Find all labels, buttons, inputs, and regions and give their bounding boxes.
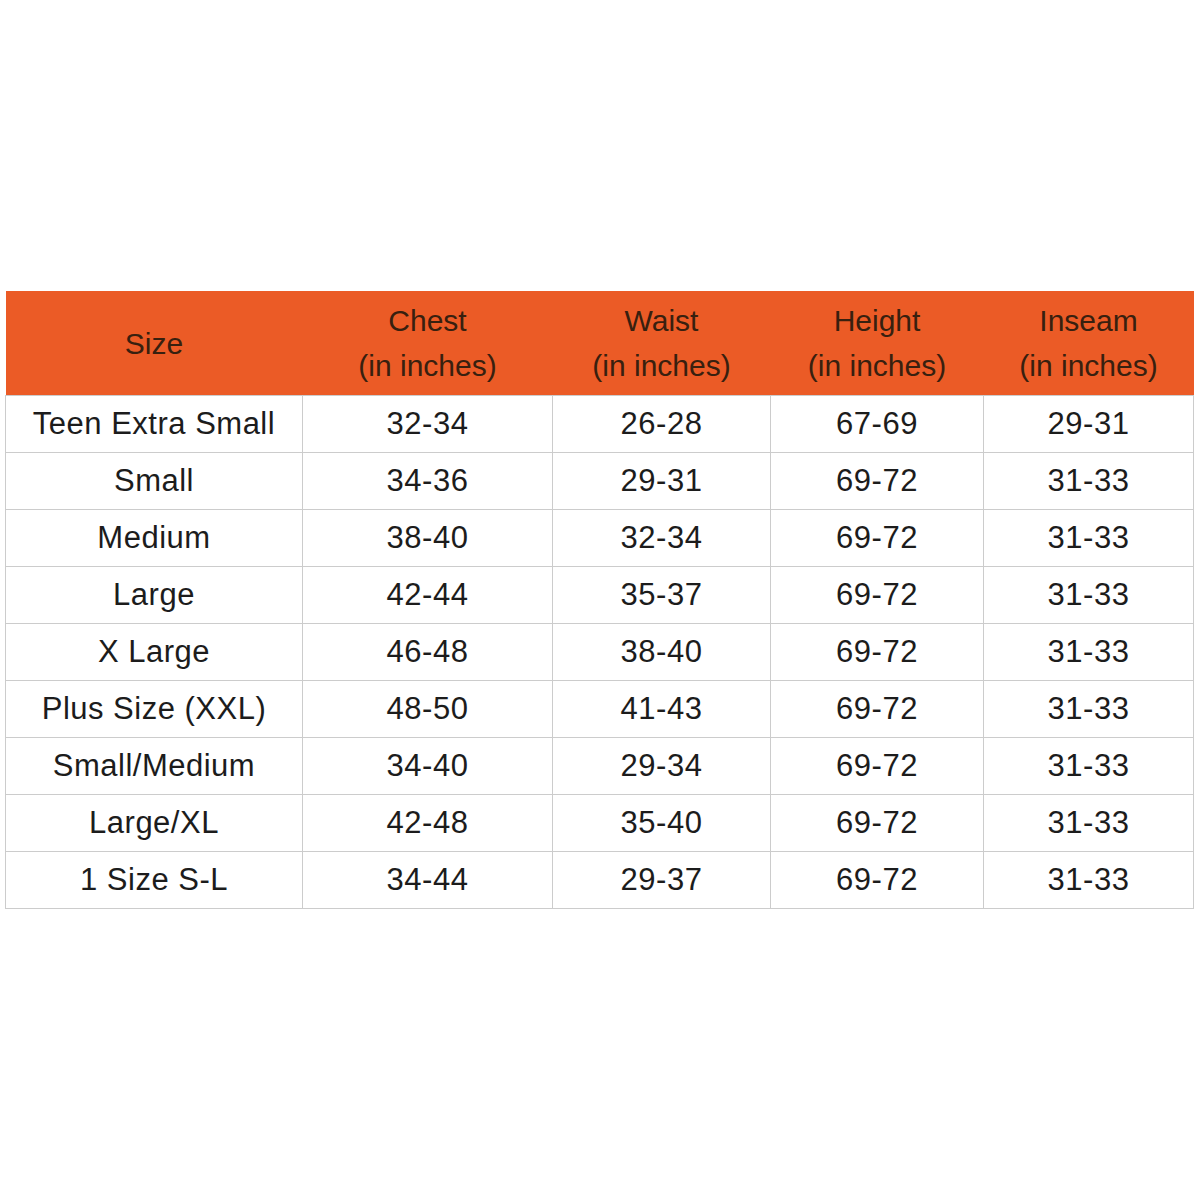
inseam-cell: 31-33 xyxy=(984,681,1194,738)
height-cell: 69-72 xyxy=(771,567,984,624)
column-header-waist-unit: (in inches) xyxy=(553,343,771,388)
size-cell: Small/Medium xyxy=(6,738,303,795)
inseam-cell: 31-33 xyxy=(984,453,1194,510)
chest-cell: 38-40 xyxy=(303,510,553,567)
waist-cell: 41-43 xyxy=(553,681,771,738)
chest-cell: 42-48 xyxy=(303,795,553,852)
size-cell: Large xyxy=(6,567,303,624)
column-header-size: Size xyxy=(6,291,303,396)
column-header-chest-name: Chest xyxy=(303,298,553,343)
waist-cell: 35-40 xyxy=(553,795,771,852)
size-cell: X Large xyxy=(6,624,303,681)
waist-cell: 35-37 xyxy=(553,567,771,624)
height-cell: 69-72 xyxy=(771,453,984,510)
column-header-waist-name: Waist xyxy=(553,298,771,343)
height-cell: 67-69 xyxy=(771,396,984,453)
column-header-inseam: Inseam (in inches) xyxy=(984,291,1194,396)
inseam-cell: 31-33 xyxy=(984,567,1194,624)
table-header-row: Size Chest (in inches) Waist (in inches)… xyxy=(6,291,1194,396)
waist-cell: 29-34 xyxy=(553,738,771,795)
height-cell: 69-72 xyxy=(771,795,984,852)
height-cell: 69-72 xyxy=(771,510,984,567)
chest-cell: 34-36 xyxy=(303,453,553,510)
column-header-waist: Waist (in inches) xyxy=(553,291,771,396)
column-header-chest: Chest (in inches) xyxy=(303,291,553,396)
size-cell: Small xyxy=(6,453,303,510)
inseam-cell: 31-33 xyxy=(984,510,1194,567)
chest-cell: 48-50 xyxy=(303,681,553,738)
inseam-cell: 31-33 xyxy=(984,852,1194,909)
chest-cell: 34-44 xyxy=(303,852,553,909)
height-cell: 69-72 xyxy=(771,738,984,795)
size-cell: Large/XL xyxy=(6,795,303,852)
table-row: Small 34-36 29-31 69-72 31-33 xyxy=(6,453,1194,510)
chest-cell: 32-34 xyxy=(303,396,553,453)
waist-cell: 29-31 xyxy=(553,453,771,510)
height-cell: 69-72 xyxy=(771,624,984,681)
table-row: Teen Extra Small 32-34 26-28 67-69 29-31 xyxy=(6,396,1194,453)
size-cell: 1 Size S-L xyxy=(6,852,303,909)
column-header-chest-unit: (in inches) xyxy=(303,343,553,388)
table-row: Large/XL 42-48 35-40 69-72 31-33 xyxy=(6,795,1194,852)
size-chart-image: Size Chest (in inches) Waist (in inches)… xyxy=(0,0,1200,1200)
table-row: X Large 46-48 38-40 69-72 31-33 xyxy=(6,624,1194,681)
table-row: Large 42-44 35-37 69-72 31-33 xyxy=(6,567,1194,624)
table-row: Small/Medium 34-40 29-34 69-72 31-33 xyxy=(6,738,1194,795)
size-chart-table: Size Chest (in inches) Waist (in inches)… xyxy=(5,291,1194,909)
chest-cell: 46-48 xyxy=(303,624,553,681)
waist-cell: 26-28 xyxy=(553,396,771,453)
size-cell: Teen Extra Small xyxy=(6,396,303,453)
chest-cell: 42-44 xyxy=(303,567,553,624)
table-row: 1 Size S-L 34-44 29-37 69-72 31-33 xyxy=(6,852,1194,909)
inseam-cell: 31-33 xyxy=(984,738,1194,795)
waist-cell: 38-40 xyxy=(553,624,771,681)
inseam-cell: 31-33 xyxy=(984,795,1194,852)
column-header-height: Height (in inches) xyxy=(771,291,984,396)
inseam-cell: 31-33 xyxy=(984,624,1194,681)
table-row: Plus Size (XXL) 48-50 41-43 69-72 31-33 xyxy=(6,681,1194,738)
table-row: Medium 38-40 32-34 69-72 31-33 xyxy=(6,510,1194,567)
column-header-inseam-unit: (in inches) xyxy=(984,343,1194,388)
inseam-cell: 29-31 xyxy=(984,396,1194,453)
height-cell: 69-72 xyxy=(771,852,984,909)
waist-cell: 32-34 xyxy=(553,510,771,567)
column-header-height-name: Height xyxy=(771,298,984,343)
size-cell: Plus Size (XXL) xyxy=(6,681,303,738)
column-header-inseam-name: Inseam xyxy=(984,298,1194,343)
column-header-size-label: Size xyxy=(6,321,303,366)
height-cell: 69-72 xyxy=(771,681,984,738)
chest-cell: 34-40 xyxy=(303,738,553,795)
column-header-height-unit: (in inches) xyxy=(771,343,984,388)
waist-cell: 29-37 xyxy=(553,852,771,909)
size-cell: Medium xyxy=(6,510,303,567)
